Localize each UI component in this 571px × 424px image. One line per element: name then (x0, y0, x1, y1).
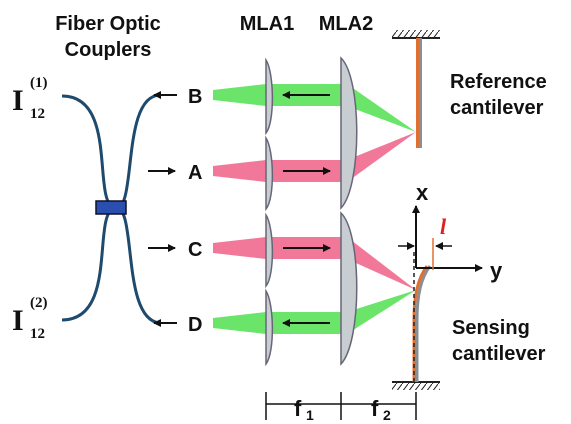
svg-text:12: 12 (30, 326, 45, 342)
focus-a-red (347, 132, 416, 182)
focus-b-green (347, 84, 416, 132)
f2-label: f 2 (371, 396, 391, 423)
svg-text:12: 12 (30, 106, 45, 122)
mla2-label: MLA2 (319, 13, 373, 35)
beam-b-green (213, 84, 347, 106)
focal-length-dimensions (265, 392, 417, 420)
title-line-2: Couplers (65, 39, 152, 61)
reference-label-line-1: Reference (450, 71, 547, 93)
beam-c-red (213, 237, 347, 259)
focus-d-green (347, 290, 416, 334)
svg-text:(1): (1) (30, 75, 48, 91)
svg-text:(2): (2) (30, 295, 48, 311)
svg-text:1: 1 (306, 407, 314, 423)
svg-text:I: I (12, 304, 24, 337)
svg-text:2: 2 (383, 407, 391, 423)
beam-d-green (213, 312, 347, 334)
title-line-1: Fiber Optic (55, 13, 161, 35)
reference-cantilever (392, 30, 440, 148)
output-i12-2: I (2) 12 (12, 295, 48, 342)
coupler-junction (95, 200, 127, 215)
port-a-label: A (188, 162, 202, 184)
port-b-label: B (188, 86, 202, 108)
output-i12-1: I (1) 12 (12, 75, 48, 122)
port-c-label: C (188, 239, 202, 261)
focus-c-red (347, 237, 416, 290)
sensing-label-line-2: cantilever (452, 343, 546, 365)
svg-text:I: I (12, 84, 24, 117)
reference-label-line-2: cantilever (450, 97, 544, 119)
mla2-lens-array (340, 56, 358, 366)
f1-label: f 1 (294, 396, 314, 423)
axis-x-label: x (416, 180, 429, 205)
sensing-cantilever (392, 250, 440, 390)
port-d-label: D (188, 314, 202, 336)
mla1-label: MLA1 (240, 13, 294, 35)
svg-text:f: f (294, 396, 302, 421)
sensing-label-line-1: Sensing (452, 317, 530, 339)
mla1-lens-array (265, 57, 274, 367)
deflection-label: l (440, 214, 447, 239)
beam-a-red (213, 160, 347, 182)
svg-text:f: f (371, 396, 379, 421)
axis-y-label: y (490, 258, 503, 283)
coordinate-axes (398, 205, 483, 272)
